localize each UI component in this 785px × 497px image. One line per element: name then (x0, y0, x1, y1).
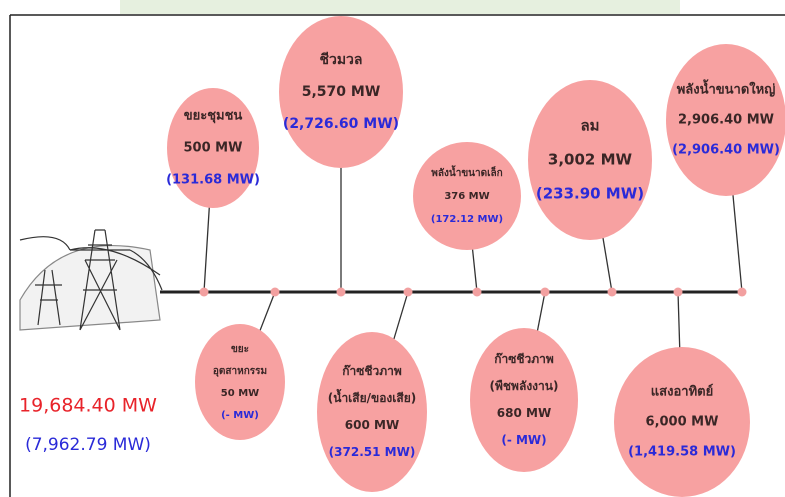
node-capacity: 2,906.40 MW (678, 113, 774, 128)
node-actual: (1,419.58 MW) (628, 445, 736, 460)
node-actual: (172.12 MW) (431, 214, 503, 225)
node-name: ชีวมวล (319, 52, 362, 68)
node-capacity: 680 MW (497, 406, 551, 420)
watermark (120, 0, 680, 14)
node-capacity: 600 MW (345, 418, 399, 432)
node-name: อุตสาหกรรม (213, 366, 267, 377)
node-actual: (131.68 MW) (166, 173, 260, 188)
node-capacity: 376 MW (444, 191, 489, 202)
node-capacity: 5,570 MW (302, 84, 381, 100)
dot (200, 288, 209, 297)
dot (541, 288, 550, 297)
node-name: แสงอาทิตย์ (651, 384, 713, 400)
diagram: 19,684.40 MW (7,962.79 MW) ขยะชุมชน 500 M… (0, 0, 785, 497)
node-actual: (- MW) (221, 410, 259, 421)
total-capacity: 19,684.40 MW (19, 395, 157, 417)
node-actual: (2,906.40 MW) (672, 143, 780, 158)
layer: ขยะชุมชน 500 MW (131.68 MW) ชีวมวล 5,570 MW (… (166, 16, 785, 497)
node-capacity: 500 MW (184, 141, 243, 156)
energy-node: ชีวมวล 5,570 MW (2,726.60 MW) (279, 16, 403, 168)
node-name: ขยะชุมชน (184, 109, 243, 124)
dot (473, 288, 482, 297)
energy-node: ก๊าซชีวภาพ (น้ำเสีย/ของเสีย) 600 MW (372.51… (317, 332, 427, 492)
node-name: (พืชพลังงาน) (490, 379, 559, 393)
pylon-illustration (20, 230, 162, 330)
dot (738, 288, 747, 297)
node-name: ก๊าซชีวภาพ (342, 364, 402, 378)
dot (404, 288, 413, 297)
node-name: ก๊าซชีวภาพ (494, 352, 554, 366)
node-name: ลม (580, 117, 599, 135)
node-name: ขยะ (231, 344, 249, 355)
node-actual: (- MW) (501, 433, 546, 447)
energy-node: ขยะชุมชน 500 MW (131.68 MW) (166, 88, 260, 208)
bubble (195, 324, 285, 440)
node-name: (น้ำเสีย/ของเสีย) (328, 388, 416, 405)
energy-node: ลม 3,002 MW (233.90 MW) (528, 80, 652, 240)
node-name: พลังน้ำขนาดเล็ก (431, 165, 502, 179)
node-capacity: 3,002 MW (548, 151, 633, 169)
bubble (317, 332, 427, 492)
energy-node: พลังน้ำขนาดเล็ก 376 MW (172.12 MW) (413, 142, 521, 250)
node-actual: (2,726.60 MW) (283, 116, 399, 132)
total-actual: (7,962.79 MW) (25, 435, 151, 455)
dot (337, 288, 346, 297)
dot (271, 288, 280, 297)
energy-node: ก๊าซชีวภาพ (พืชพลังงาน) 680 MW (- MW) (470, 328, 578, 472)
node-capacity: 6,000 MW (646, 415, 719, 430)
energy-node: พลังน้ำขนาดใหญ่2,906.40 MW(2,906.40 MW) (666, 44, 785, 196)
node-capacity: 50 MW (221, 388, 259, 399)
node-actual: (233.90 MW) (536, 185, 644, 203)
energy-node: แสงอาทิตย์ 6,000 MW (1,419.58 MW) (614, 347, 750, 497)
dot (608, 288, 617, 297)
bubble (470, 328, 578, 472)
node-actual: (372.51 MW) (329, 445, 416, 459)
dot (674, 288, 683, 297)
